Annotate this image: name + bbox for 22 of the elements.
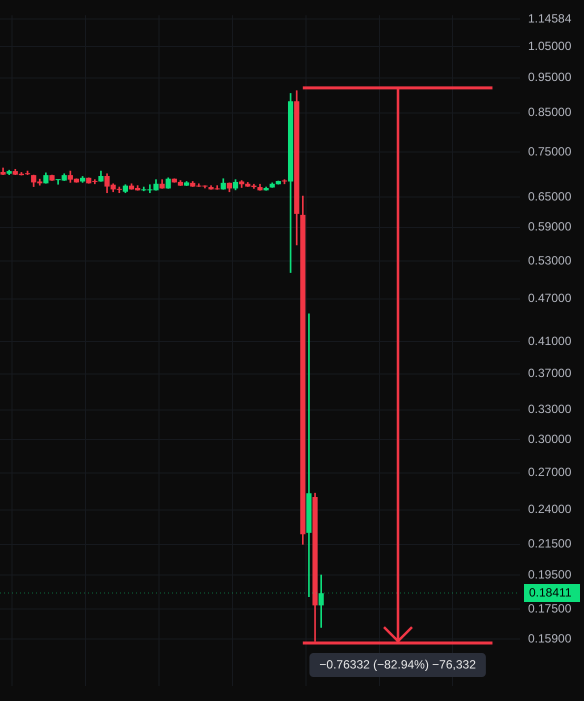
y-tick-label: 0.53000 [528,253,572,268]
y-tick-label: 0.30000 [528,432,572,446]
y-tick-label: 0.19500 [528,567,572,582]
y-tick-label: 0.33000 [528,402,572,416]
y-tick-label: 0.24000 [528,502,572,516]
y-tick-label: 0.15900 [528,631,572,646]
y-tick-label: 1.05000 [528,38,572,53]
ref-line-label: 0.18411 [529,585,572,600]
y-tick-label: 1.14584 [528,11,572,26]
y-tick-label: 0.95000 [528,70,572,84]
y-tick-label: 0.65000 [528,189,572,204]
y-tick-label: 0.85000 [528,105,572,120]
y-tick-label: 0.47000 [528,291,572,306]
y-tick-label: 0.75000 [528,144,572,158]
y-tick-label: 0.41000 [528,334,572,348]
y-tick-label: 0.59000 [528,220,572,234]
y-tick-label: 0.37000 [528,366,572,380]
y-tick-label: 0.27000 [528,465,572,480]
candlestick [306,314,312,597]
annotation: −0.76332 (−82.94%) −76,332 [319,657,476,672]
y-tick-label: 0.21500 [528,536,572,551]
y-tick-label: 0.17500 [528,601,572,616]
